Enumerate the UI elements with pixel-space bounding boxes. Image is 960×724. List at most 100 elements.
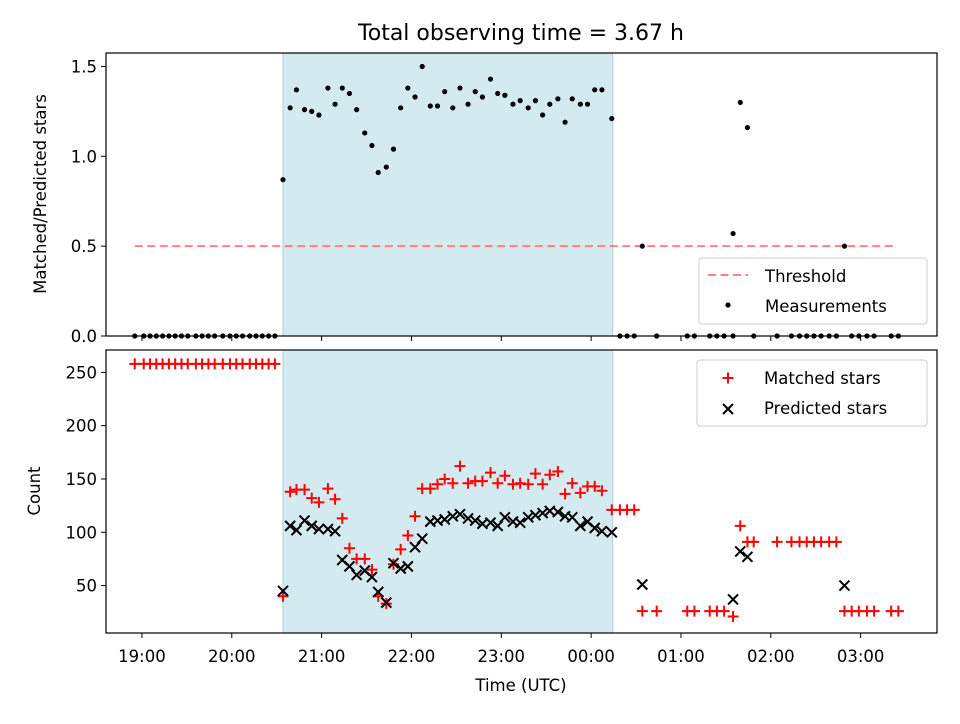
predicted-star-point — [284, 520, 296, 532]
predicted-star-point — [469, 514, 481, 527]
predicted-star-point — [416, 532, 428, 545]
measurement-point — [362, 130, 368, 136]
predicted-star-point — [514, 516, 526, 529]
measurement-point — [737, 99, 743, 106]
matched-star-point — [589, 480, 601, 492]
matched-star-point — [688, 605, 700, 617]
legend-box — [696, 359, 928, 427]
measurement-point — [457, 85, 463, 91]
matched-star-point — [868, 605, 880, 617]
x-tick-label: 00:00 — [567, 647, 615, 666]
legend-label-matched: Matched stars — [764, 369, 881, 388]
predicted-star-point — [606, 526, 618, 538]
predicted-star-point — [636, 578, 649, 591]
measurement-point — [369, 142, 375, 149]
measurement-point — [841, 243, 848, 249]
measurement-point — [325, 85, 331, 91]
measurement-point — [639, 243, 645, 249]
y-tick-label: 150 — [66, 470, 98, 489]
predicted-star-point — [484, 516, 497, 529]
predicted-star-point — [536, 507, 549, 519]
matched-star-point — [402, 529, 414, 541]
matched-star-point — [322, 483, 334, 495]
matched-star-point — [336, 512, 348, 524]
measurement-point — [547, 101, 553, 107]
predicted-star-point — [394, 562, 407, 575]
measurement-point — [450, 105, 456, 111]
predicted-star-point — [734, 545, 746, 558]
bottom-legend: Matched stars Predicted stars — [696, 359, 928, 427]
matched-star-point — [432, 478, 444, 490]
matched-star-point — [299, 484, 311, 496]
legend-predicted-swatch — [722, 403, 734, 415]
matched-star-point — [537, 478, 549, 490]
predicted-star-point — [366, 571, 378, 583]
measurement-point — [346, 90, 353, 97]
chart-title: Total observing time = 3.67 h — [357, 21, 684, 46]
x-tick-label: 21:00 — [298, 647, 346, 666]
measurement-point — [375, 169, 381, 176]
y-tick-label: 1.5 — [71, 57, 97, 76]
predicted-star-point — [589, 522, 601, 534]
top-panel: 0.0 0.5 1.0 1.5 Threshold Measurements — [71, 52, 938, 346]
measurement-point — [427, 103, 433, 109]
measurement-point — [419, 63, 425, 70]
measurement-point — [495, 90, 501, 97]
predicted-star-point — [596, 525, 608, 537]
measurement-point — [390, 146, 397, 152]
measurement-point — [517, 98, 523, 104]
y-tick-label: 50 — [76, 577, 97, 596]
measurement-point — [354, 107, 360, 113]
observing-window-shade — [282, 52, 614, 337]
matched-star-point — [395, 543, 407, 555]
matched-star-point — [566, 477, 578, 489]
x-tick-label: 19:00 — [118, 647, 166, 666]
matched-star-point — [636, 605, 648, 617]
predicted-star-point — [454, 508, 466, 520]
predicted-star-point — [322, 523, 334, 535]
matched-star-point — [892, 605, 904, 617]
x-tick-label: 20:00 — [208, 647, 256, 666]
matched-star-point — [439, 473, 451, 485]
x-tick-label: 01:00 — [657, 647, 705, 666]
matched-star-point — [409, 510, 421, 522]
measurement-point — [398, 105, 404, 111]
predicted-star-point — [447, 510, 459, 522]
matched-star-point — [628, 504, 640, 516]
measurement-point — [532, 98, 539, 104]
measurement-point — [412, 94, 418, 100]
measurement-point — [487, 76, 494, 82]
predicted-star-point — [499, 511, 511, 524]
predicted-star-point — [298, 514, 311, 527]
y-tick-label: 250 — [66, 363, 98, 382]
predicted-star-point — [350, 569, 363, 581]
bottom-axes-frame — [105, 349, 938, 634]
matched-star-point — [529, 468, 541, 480]
measurement-point — [472, 89, 478, 95]
matched-star-point — [727, 610, 739, 622]
predicted-star-point — [838, 579, 851, 592]
matched-star-point — [454, 460, 466, 472]
measurement-point — [383, 164, 389, 170]
matched-star-point — [462, 477, 474, 489]
predicted-star-point — [529, 509, 542, 521]
x-axis-label: Time (UTC) — [474, 676, 566, 695]
matched-star-point — [522, 478, 534, 490]
predicted-star-point — [380, 596, 393, 609]
matched-star-point — [559, 488, 571, 500]
top-axes-frame — [105, 52, 938, 337]
predicted-star-point — [277, 585, 289, 597]
measurement-point — [479, 94, 486, 100]
matched-star-point — [424, 483, 436, 495]
measurement-point — [599, 87, 605, 93]
measurement-point — [316, 112, 322, 118]
matched-star-point — [306, 492, 318, 504]
matched-star-point — [748, 536, 760, 548]
matched-star-point — [830, 536, 842, 548]
legend-matched-swatch — [722, 372, 734, 384]
matched-star-point — [771, 536, 783, 548]
measurement-point — [293, 87, 300, 93]
matched-star-point — [718, 605, 730, 617]
predicted-star-point — [402, 560, 414, 573]
